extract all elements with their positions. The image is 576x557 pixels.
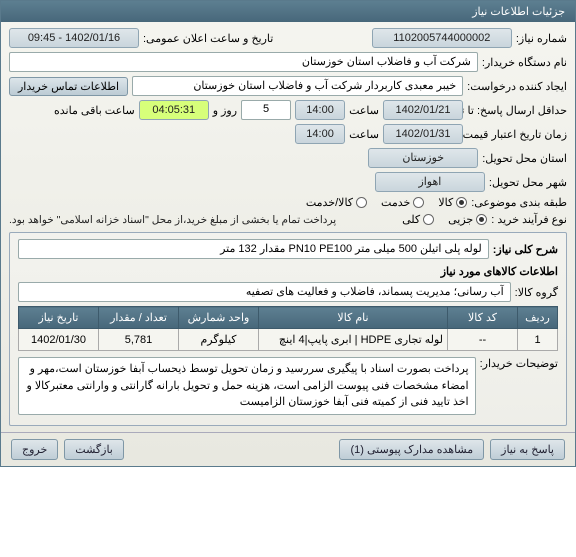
buyer-notes-text: پرداخت بصورت اسناد با پیگیری سررسید و زم… <box>18 357 476 415</box>
row-need-no: شماره نیاز: 1102005744000002 تاریخ و ساع… <box>9 28 567 48</box>
class-radios: کالا خدمت کالا/خدمت <box>306 196 467 209</box>
valid-date: 1402/01/31 <box>383 124 463 144</box>
td-name: لوله تجاری HDPE | ابری پایپ|4 اینچ <box>259 329 448 351</box>
valid-time: 14:00 <box>295 124 345 144</box>
row-buyer-org: نام دستگاه خریدار: شرکت آب و فاضلاب استا… <box>9 52 567 72</box>
deadline-date: 1402/01/21 <box>383 100 463 120</box>
radio-both-label: کالا/خدمت <box>306 196 353 209</box>
class-label: طبقه بندی موضوعی: <box>471 196 567 209</box>
time-label-1: ساعت <box>349 104 379 117</box>
radio-goods[interactable]: کالا <box>438 196 467 209</box>
row-validity: زمان تاریخ اعتبار قیمت: تا تاریخ: 1402/0… <box>9 124 567 144</box>
group-label: گروه کالا: <box>515 286 558 299</box>
row-buyer-notes: توضیحات خریدار: پرداخت بصورت اسناد با پی… <box>18 357 558 415</box>
th-unit: واحد شمارش <box>179 307 259 329</box>
radio-partial-label: جزیی <box>448 213 473 226</box>
reply-button[interactable]: پاسخ به نیاز <box>490 439 565 460</box>
time-label-2: ساعت <box>349 128 379 141</box>
table-header-row: ردیف کد کالا نام کالا واحد شمارش تعداد /… <box>19 307 558 329</box>
need-no-value: 1102005744000002 <box>372 28 512 48</box>
buyer-org-label: نام دستگاه خریدار: <box>482 56 567 69</box>
th-qty: تعداد / مقدار <box>99 307 179 329</box>
items-title: اطلاعات کالاهای مورد نیاز <box>441 266 558 278</box>
radio-goods-label: کالا <box>438 196 453 209</box>
td-row: 1 <box>518 329 558 351</box>
table-row[interactable]: 1 -- لوله تجاری HDPE | ابری پایپ|4 اینچ … <box>19 329 558 351</box>
row-purchase-type: نوع فرآیند خرید : جزیی کلی پرداخت تمام ی… <box>9 213 567 226</box>
time-remaining: 04:05:31 <box>139 100 209 120</box>
td-date: 1402/01/30 <box>19 329 99 351</box>
deadline-time: 14:00 <box>295 100 345 120</box>
footer-right: پاسخ به نیاز مشاهده مدارک پیوستی (1) <box>339 439 565 460</box>
buyer-notes-label: توضیحات خریدار: <box>480 357 558 370</box>
deadline-label: حداقل ارسال پاسخ: تا تاریخ: <box>467 104 567 117</box>
th-date: تاریخ نیاز <box>19 307 99 329</box>
announce-label: تاریخ و ساعت اعلان عمومی: <box>143 32 273 45</box>
radio-both[interactable]: کالا/خدمت <box>306 196 367 209</box>
attachments-button[interactable]: مشاهده مدارک پیوستی (1) <box>339 439 484 460</box>
province-value: خوزستان <box>368 148 478 168</box>
row-deadline: حداقل ارسال پاسخ: تا تاریخ: 1402/01/21 س… <box>9 100 567 120</box>
radio-service-dot <box>413 197 424 208</box>
th-code: کد کالا <box>448 307 518 329</box>
panel-title: جزئیات اطلاعات نیاز <box>472 6 565 18</box>
radio-service-label: خدمت <box>381 196 410 209</box>
radio-goods-dot <box>456 197 467 208</box>
items-title-row: اطلاعات کالاهای مورد نیاز <box>18 265 558 278</box>
need-card: شرح کلی نیاز: لوله پلی اتیلن 500 میلی مت… <box>9 232 567 426</box>
group-value: آب رسانی؛ مدیریت پسماند، فاضلاب و فعالیت… <box>18 282 511 302</box>
td-unit: کیلوگرم <box>179 329 259 351</box>
footer: پاسخ به نیاز مشاهده مدارک پیوستی (1) باز… <box>1 432 575 466</box>
row-city: شهر محل تحویل: اهواز <box>9 172 567 192</box>
days-label: روز و <box>213 104 237 117</box>
need-no-label: شماره نیاز: <box>516 32 567 45</box>
radio-partial[interactable]: جزیی <box>448 213 487 226</box>
row-creator: ایجاد کننده درخواست: خیبر معبدی کاربردار… <box>9 76 567 96</box>
creator-label: ایجاد کننده درخواست: <box>467 80 567 93</box>
remain-label: ساعت باقی مانده <box>54 104 135 117</box>
panel-header: جزئیات اطلاعات نیاز <box>1 1 575 22</box>
radio-both-dot <box>356 197 367 208</box>
radio-full-label: کلی <box>402 213 420 226</box>
items-table: ردیف کد کالا نام کالا واحد شمارش تعداد /… <box>18 306 558 351</box>
footer-left: بازگشت خروج <box>11 439 124 460</box>
back-button[interactable]: بازگشت <box>64 439 124 460</box>
td-qty: 5,781 <box>99 329 179 351</box>
row-province: استان محل تحویل: خوزستان <box>9 148 567 168</box>
radio-partial-dot <box>476 214 487 225</box>
radio-service[interactable]: خدمت <box>381 196 424 209</box>
province-label: استان محل تحویل: <box>482 152 567 165</box>
days-remaining: 5 <box>241 100 291 120</box>
row-goods-group: گروه کالا: آب رسانی؛ مدیریت پسماند، فاضل… <box>18 282 558 302</box>
exit-button[interactable]: خروج <box>11 439 58 460</box>
th-name: نام کالا <box>259 307 448 329</box>
valid-label: زمان تاریخ اعتبار قیمت: تا تاریخ: <box>467 128 567 141</box>
row-classification: طبقه بندی موضوعی: کالا خدمت کالا/خدمت <box>9 196 567 209</box>
announce-value: 1402/01/16 - 09:45 <box>9 28 139 48</box>
need-desc-value: لوله پلی اتیلن 500 میلی متر PN10 PE100 م… <box>18 239 489 259</box>
purchase-type-radios: جزیی کلی <box>402 213 487 226</box>
details-panel: جزئیات اطلاعات نیاز شماره نیاز: 11020057… <box>0 0 576 467</box>
radio-full-dot <box>423 214 434 225</box>
city-value: اهواز <box>375 172 485 192</box>
purchase-type-label: نوع فرآیند خرید : <box>491 213 567 226</box>
city-label: شهر محل تحویل: <box>489 176 567 189</box>
buyer-org-value: شرکت آب و فاضلاب استان خوزستان <box>9 52 478 72</box>
need-desc-label: شرح کلی نیاز: <box>493 243 558 256</box>
td-code: -- <box>448 329 518 351</box>
contact-buyer-button[interactable]: اطلاعات تماس خریدار <box>9 77 128 96</box>
panel-body: شماره نیاز: 1102005744000002 تاریخ و ساع… <box>1 22 575 432</box>
purchase-note: پرداخت تمام یا بخشی از مبلغ خرید،از محل … <box>9 214 336 226</box>
creator-value: خیبر معبدی کاربردار شرکت آب و فاضلاب است… <box>132 76 463 96</box>
radio-full[interactable]: کلی <box>402 213 434 226</box>
row-need-desc: شرح کلی نیاز: لوله پلی اتیلن 500 میلی مت… <box>18 239 558 259</box>
th-row: ردیف <box>518 307 558 329</box>
